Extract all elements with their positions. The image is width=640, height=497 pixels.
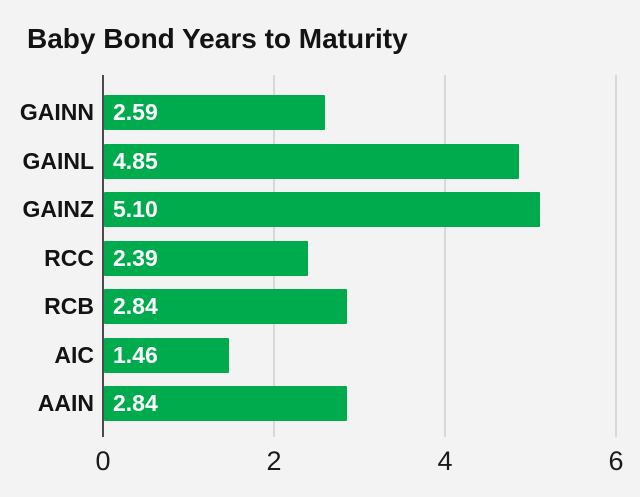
category-label-rcc: RCC bbox=[44, 244, 94, 271]
bar-gainl: 4.85 bbox=[104, 143, 519, 179]
bar-aain: 2.84 bbox=[104, 386, 347, 421]
bar-value-label: 4.85 bbox=[113, 147, 158, 174]
category-label-gainz: GAINZ bbox=[22, 196, 94, 222]
bar-value-label: 2.84 bbox=[113, 390, 158, 416]
bar-value-label: 2.84 bbox=[113, 293, 158, 319]
bar-rcb: 2.84 bbox=[104, 289, 347, 324]
bar-aic: 1.46 bbox=[104, 337, 229, 373]
x-axis-tick-label-2: 2 bbox=[266, 446, 282, 476]
x-axis-tick-label-6: 6 bbox=[608, 446, 624, 476]
bar-rcc: 2.39 bbox=[104, 240, 309, 276]
chart-title: Baby Bond Years to Maturity bbox=[27, 23, 408, 54]
bar-value-label: 1.46 bbox=[113, 341, 158, 368]
category-label-rcb: RCB bbox=[44, 293, 94, 319]
bar-value-label: 5.10 bbox=[113, 196, 158, 222]
zero-axis-line bbox=[102, 75, 104, 437]
bar-value-label: 2.39 bbox=[113, 244, 158, 271]
bar-gainn: 2.59 bbox=[104, 95, 326, 130]
x-axis-tick-label-0: 0 bbox=[95, 446, 111, 476]
category-label-gainn: GAINN bbox=[19, 99, 94, 125]
gridline-x-4 bbox=[444, 75, 446, 437]
category-label-aain: AAIN bbox=[37, 390, 94, 416]
gridline-x-6 bbox=[615, 75, 617, 437]
category-label-gainl: GAINL bbox=[22, 147, 94, 174]
bar-gainz: 5.10 bbox=[104, 192, 541, 227]
x-axis-tick-label-4: 4 bbox=[437, 446, 453, 476]
bar-value-label: 2.59 bbox=[113, 99, 158, 125]
category-label-aic: AIC bbox=[54, 341, 94, 368]
